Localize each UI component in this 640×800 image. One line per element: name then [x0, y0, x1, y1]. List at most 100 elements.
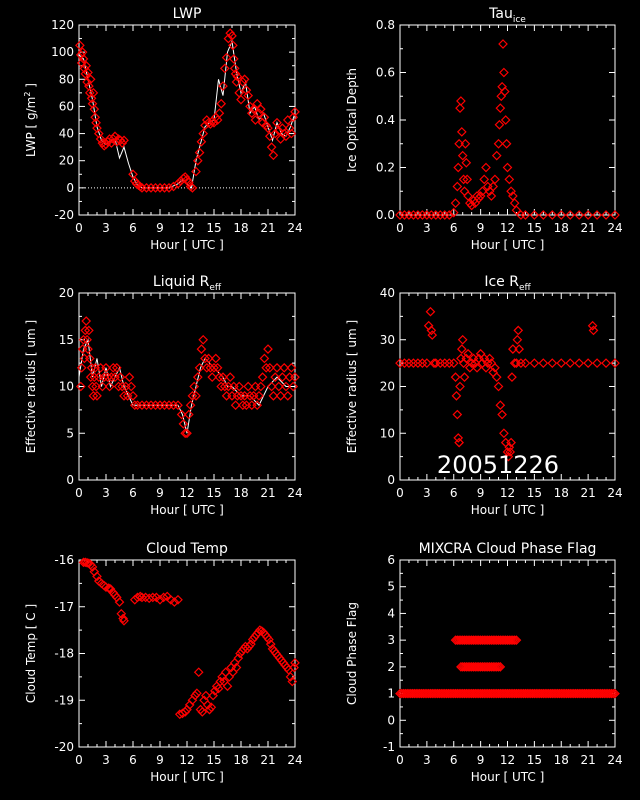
- y-tick-label: 30: [380, 333, 395, 347]
- data-point: [88, 391, 99, 401]
- data-point: [608, 688, 619, 699]
- data-point: [206, 702, 217, 713]
- data-point: [516, 210, 526, 220]
- data-point: [422, 210, 432, 220]
- data-point: [124, 372, 135, 382]
- data-point: [119, 391, 129, 401]
- y-tick-label: -18: [54, 647, 74, 661]
- data-point: [479, 174, 490, 185]
- data-point: [507, 372, 517, 382]
- chart-title: Cloud Temp: [146, 541, 228, 557]
- data-point: [92, 391, 102, 401]
- x-tick-label: 0: [396, 753, 404, 767]
- data-point: [196, 136, 207, 147]
- data-point: [509, 635, 520, 645]
- x-tick-label: 21: [260, 486, 275, 500]
- x-tick-label: 3: [102, 753, 110, 767]
- data-point: [204, 704, 215, 715]
- data-point: [194, 147, 205, 158]
- x-tick-label: 24: [287, 486, 302, 500]
- data-point: [81, 316, 92, 326]
- x-tick-label: 24: [287, 221, 302, 235]
- data-point: [230, 400, 241, 411]
- data-point: [207, 372, 218, 382]
- data-point: [191, 166, 201, 177]
- y-tick-label: 0: [387, 473, 395, 487]
- data-point: [259, 353, 270, 364]
- y-tick-label: 80: [59, 72, 74, 86]
- data-point: [509, 358, 520, 368]
- data-point: [255, 104, 266, 114]
- data-point: [104, 381, 115, 392]
- data-point: [147, 592, 158, 603]
- data-point: [265, 639, 276, 649]
- data-point: [218, 372, 228, 382]
- data-point: [218, 81, 228, 91]
- data-point: [95, 134, 106, 144]
- data-point: [101, 362, 111, 373]
- data-point: [248, 104, 259, 114]
- chart-title: MIXCRA Cloud Phase Flag: [419, 541, 597, 557]
- data-point: [285, 672, 296, 682]
- data-point: [493, 662, 504, 672]
- x-tick-label: 21: [260, 753, 275, 767]
- data-point: [178, 419, 189, 429]
- data-point: [176, 409, 187, 420]
- data-point: [583, 210, 593, 220]
- data-point: [185, 400, 196, 411]
- x-tick-label: 6: [129, 221, 137, 235]
- y-tick-label: 0: [387, 713, 395, 727]
- data-point: [225, 372, 236, 382]
- data-point: [455, 381, 465, 392]
- x-tick-label: 3: [423, 753, 431, 767]
- data-point: [228, 54, 239, 64]
- data-point: [565, 210, 576, 220]
- x-tick-label: 9: [477, 753, 485, 767]
- data-point: [290, 658, 300, 668]
- data-point: [456, 344, 467, 354]
- data-point: [504, 174, 515, 185]
- data-point: [102, 372, 113, 382]
- data-point: [180, 707, 191, 717]
- data-point: [90, 112, 101, 123]
- data-point: [99, 372, 110, 382]
- y-tick-label: 4: [387, 606, 395, 620]
- data-point: [491, 372, 502, 382]
- data-point: [456, 127, 467, 137]
- x-tick-label: 9: [477, 486, 485, 500]
- x-tick-label: 0: [75, 486, 83, 500]
- data-point: [243, 381, 254, 392]
- data-point: [417, 210, 428, 220]
- data-point: [201, 690, 211, 701]
- data-point: [231, 662, 242, 673]
- data-point: [213, 683, 224, 694]
- data-point: [592, 358, 602, 368]
- data-point: [92, 571, 102, 582]
- y-tick-label: 20: [59, 286, 74, 300]
- data-point: [277, 372, 288, 382]
- x-tick-label: 18: [233, 753, 248, 767]
- data-point: [288, 112, 299, 123]
- data-point: [422, 358, 432, 368]
- data-point: [229, 63, 240, 74]
- x-tick-label: 3: [102, 221, 110, 235]
- data-point: [210, 353, 221, 364]
- data-point: [190, 690, 200, 701]
- data-point: [588, 325, 599, 336]
- data-point: [192, 688, 202, 699]
- data-point: [83, 344, 93, 354]
- data-point: [272, 117, 282, 128]
- data-point: [511, 358, 522, 368]
- data-point: [169, 597, 180, 607]
- data-point: [472, 362, 482, 373]
- chart-title: Liquid Reff: [153, 274, 222, 293]
- data-point: [395, 358, 405, 368]
- x-axis-label: Hour [ UTC ]: [471, 503, 545, 517]
- data-point: [279, 128, 290, 139]
- data-point: [286, 128, 297, 139]
- data-point: [252, 98, 263, 109]
- data-point: [460, 138, 471, 149]
- data-point: [243, 90, 254, 101]
- data-point: [289, 662, 299, 673]
